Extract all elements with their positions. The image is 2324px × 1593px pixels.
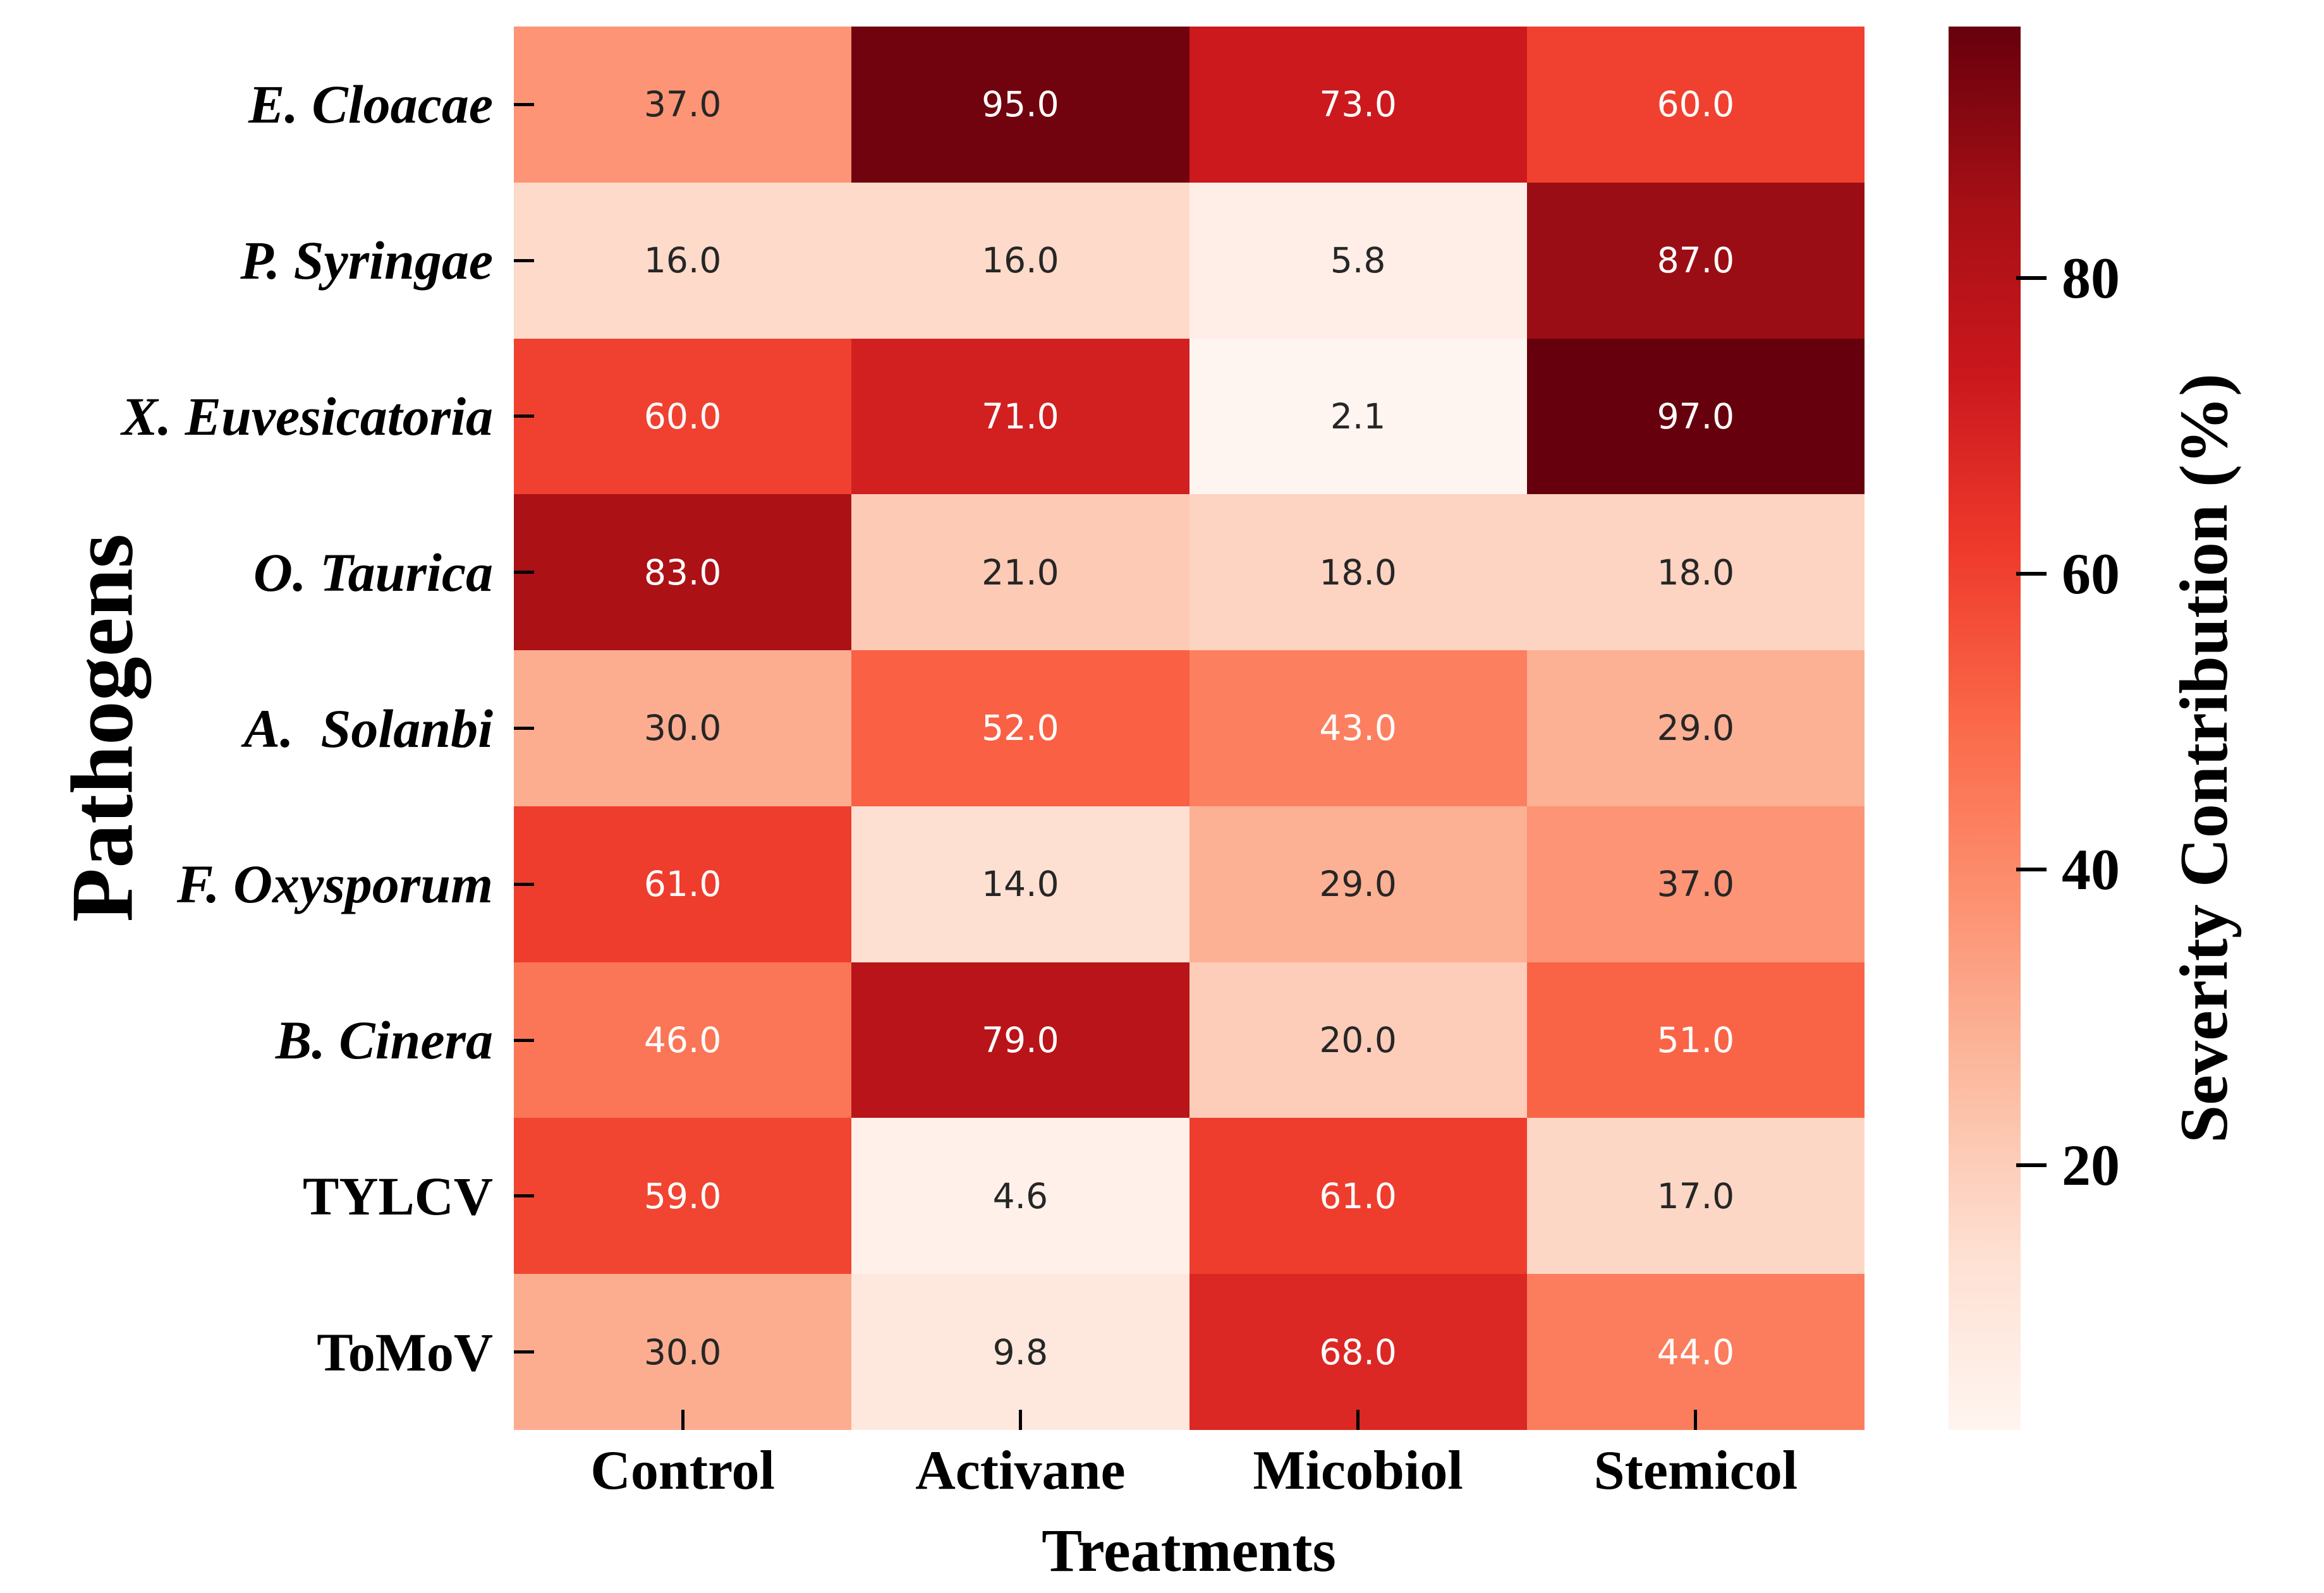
heatmap-cell: 17.0: [1526, 1118, 1865, 1275]
x-tick-label: Micobiol: [1253, 1440, 1463, 1501]
y-tick-label: P. Syringae: [240, 230, 493, 291]
y-tick-label: E. Cloacae: [248, 74, 493, 135]
heatmap-cell: 59.0: [514, 1118, 852, 1275]
heatmap-cell: 21.0: [851, 494, 1189, 651]
colorbar-tick-mark: [2016, 276, 2047, 280]
heatmap-cell: 14.0: [851, 806, 1189, 962]
heatmap-cell: 16.0: [514, 182, 852, 339]
heatmap-cell: 4.6: [851, 1118, 1189, 1275]
heatmap-cell: 43.0: [1189, 650, 1527, 806]
y-tick-mark: [514, 1194, 534, 1198]
heatmap-grid: 37.0 95.0 73.0 60.0 16.0 16.0 5.8 87.0 60.0 71.0 2…: [514, 27, 1865, 1430]
heatmap-cell: 46.0: [514, 962, 852, 1118]
y-tick-label: ToMoV: [317, 1321, 493, 1383]
heatmap-cell: 18.0: [1526, 494, 1865, 651]
heatmap-cell: 83.0: [514, 494, 852, 651]
heatmap-cell: 44.0: [1526, 1274, 1865, 1430]
y-tick-mark: [514, 727, 534, 730]
x-tick-label: Control: [590, 1440, 775, 1501]
x-tick-mark: [1018, 1410, 1022, 1430]
heatmap-cell: 16.0: [851, 182, 1189, 339]
heatmap-cell: 61.0: [514, 806, 852, 962]
heatmap-cell: 2.1: [1189, 338, 1527, 495]
x-tick-label: Activane: [915, 1440, 1126, 1501]
x-tick-mark: [1356, 1410, 1360, 1430]
heatmap-cell: 71.0: [851, 338, 1189, 495]
heatmap-cell: 68.0: [1189, 1274, 1527, 1430]
colorbar-tick-label: 20: [2062, 1133, 2120, 1198]
heatmap-cell: 51.0: [1526, 962, 1865, 1118]
heatmap-cell: 61.0: [1189, 1118, 1527, 1275]
y-tick-label: X. Euvesicatoria: [121, 385, 493, 447]
y-tick-label: F. Oxysporum: [176, 854, 493, 915]
y-tick-mark: [514, 1038, 534, 1042]
x-axis-title: Treatments: [1042, 1517, 1336, 1584]
heatmap-cell: 79.0: [851, 962, 1189, 1118]
y-tick-mark: [514, 1350, 534, 1354]
heatmap-cell: 30.0: [514, 650, 852, 806]
heatmap-cell: 20.0: [1189, 962, 1527, 1118]
heatmap-cell: 95.0: [851, 27, 1189, 183]
x-tick-mark: [1694, 1410, 1698, 1430]
y-tick-mark: [514, 258, 534, 262]
colorbar: [1949, 27, 2021, 1430]
heatmap-cell: 18.0: [1189, 494, 1527, 651]
colorbar-tick-label: 80: [2062, 245, 2120, 310]
y-tick-mark: [514, 882, 534, 886]
y-tick-mark: [514, 415, 534, 418]
heatmap-cell: 9.8: [851, 1274, 1189, 1430]
y-tick-mark: [514, 102, 534, 106]
heatmap-cell: 37.0: [1526, 806, 1865, 962]
colorbar-tick-mark: [2016, 571, 2047, 576]
y-axis-title: Pathogens: [53, 533, 152, 923]
y-tick-mark: [514, 571, 534, 574]
colorbar-tick-mark: [2016, 1163, 2047, 1168]
heatmap-cell: 60.0: [514, 338, 852, 495]
heatmap-cell: 87.0: [1526, 182, 1865, 339]
colorbar-tick-label: 40: [2062, 837, 2120, 902]
heatmap-cell: 5.8: [1189, 182, 1527, 339]
colorbar-tick-label: 60: [2062, 541, 2120, 606]
colorbar-tick-mark: [2016, 868, 2047, 871]
colorbar-title: Severity Contribution (%): [2167, 373, 2242, 1143]
y-tick-label: A. Solanbi: [243, 698, 493, 759]
x-tick-mark: [681, 1410, 684, 1430]
y-tick-label: O. Taurica: [253, 542, 493, 603]
heatmap-cell: 52.0: [851, 650, 1189, 806]
heatmap-cell: 97.0: [1526, 338, 1865, 495]
y-tick-label: B. Cinera: [275, 1010, 493, 1071]
heatmap-cell: 30.0: [514, 1274, 852, 1430]
heatmap-cell: 73.0: [1189, 27, 1527, 183]
x-tick-label: Stemicol: [1593, 1440, 1798, 1501]
heatmap-cell: 37.0: [514, 27, 852, 183]
heatmap-cell: 29.0: [1189, 806, 1527, 962]
y-tick-label: TYLCV: [302, 1165, 493, 1227]
heatmap-cell: 29.0: [1526, 650, 1865, 806]
heatmap-cell: 60.0: [1526, 27, 1865, 183]
